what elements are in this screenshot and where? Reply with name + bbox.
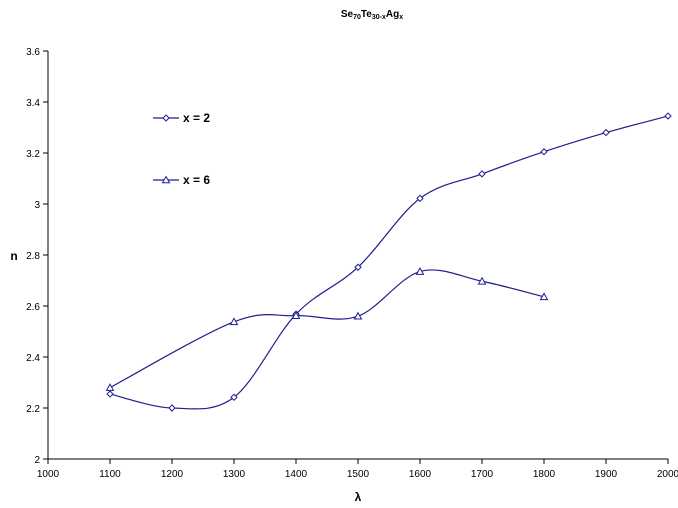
- legend-item: x = 2: [153, 111, 210, 125]
- y-tick-label: 3.2: [26, 149, 40, 160]
- chart-title-part: Te: [361, 9, 372, 20]
- x-tick-label: 1500: [347, 469, 370, 480]
- legend: x = 2 x = 6: [153, 111, 210, 187]
- x-tick-label: 1000: [37, 469, 60, 480]
- data-point: [106, 390, 114, 398]
- x-axis-ticks: 1000 1100 1200 1300 1400 1500 1600 1700 1800 1900…: [37, 459, 678, 480]
- data-point: [602, 128, 610, 137]
- x-tick-label: 1100: [99, 469, 121, 480]
- data-point: [168, 404, 176, 412]
- y-tick-label: 2: [34, 455, 40, 466]
- data-point: [539, 292, 549, 301]
- data-point: [105, 383, 115, 391]
- y-axis-ticks: 2 2.2 2.4 2.6 2.8 3 3.2 3.4 3.6: [26, 47, 48, 466]
- x-axis-title: λ: [355, 490, 362, 504]
- chart-title-part: x: [399, 14, 403, 21]
- chart-title-part: Se: [341, 9, 354, 20]
- y-tick-label: 3: [34, 200, 40, 211]
- data-point: [478, 170, 486, 178]
- x-tick-label: 1900: [595, 469, 618, 480]
- legend-label: x = 6: [183, 173, 210, 187]
- x-tick-label: 1400: [285, 469, 308, 480]
- legend-marker: [162, 114, 170, 122]
- data-point: [416, 194, 424, 203]
- series-1: [106, 112, 672, 412]
- x-tick-label: 2000: [657, 469, 678, 480]
- x-tick-label: 1200: [161, 469, 184, 480]
- x-tick-label: 1300: [223, 469, 246, 480]
- data-point: [540, 148, 548, 156]
- y-tick-label: 3.4: [26, 98, 40, 109]
- y-axis-title: n: [10, 249, 17, 263]
- x-tick-label: 1700: [471, 469, 494, 480]
- chart-title-part: 70: [353, 14, 361, 21]
- series-line: [109, 115, 669, 410]
- series-line: [109, 269, 545, 389]
- legend-item: x = 6: [153, 173, 210, 187]
- data-point: [353, 311, 363, 320]
- y-tick-label: 2.4: [26, 353, 40, 364]
- series-layer: [105, 112, 672, 412]
- data-point: [664, 112, 672, 120]
- data-point: [354, 263, 362, 271]
- legend-marker: [161, 175, 171, 184]
- data-point: [415, 267, 425, 275]
- y-tick-label: 3.6: [26, 47, 40, 58]
- chart-title-part: Ag: [386, 9, 399, 20]
- data-point: [229, 317, 239, 326]
- x-tick-label: 1800: [533, 469, 556, 480]
- chart-title-part: 30-x: [372, 14, 386, 21]
- data-point: [230, 393, 238, 401]
- y-tick-label: 2.6: [26, 302, 40, 313]
- y-tick-label: 2.8: [26, 251, 40, 262]
- axes: [47, 51, 668, 460]
- data-point: [477, 276, 487, 285]
- y-tick-label: 2.2: [26, 404, 40, 415]
- legend-label: x = 2: [183, 111, 210, 125]
- data-point: [291, 311, 301, 319]
- x-tick-label: 1600: [409, 469, 432, 480]
- chart-title: Se70Te30-xAgx: [341, 9, 403, 21]
- series-2: [105, 267, 549, 391]
